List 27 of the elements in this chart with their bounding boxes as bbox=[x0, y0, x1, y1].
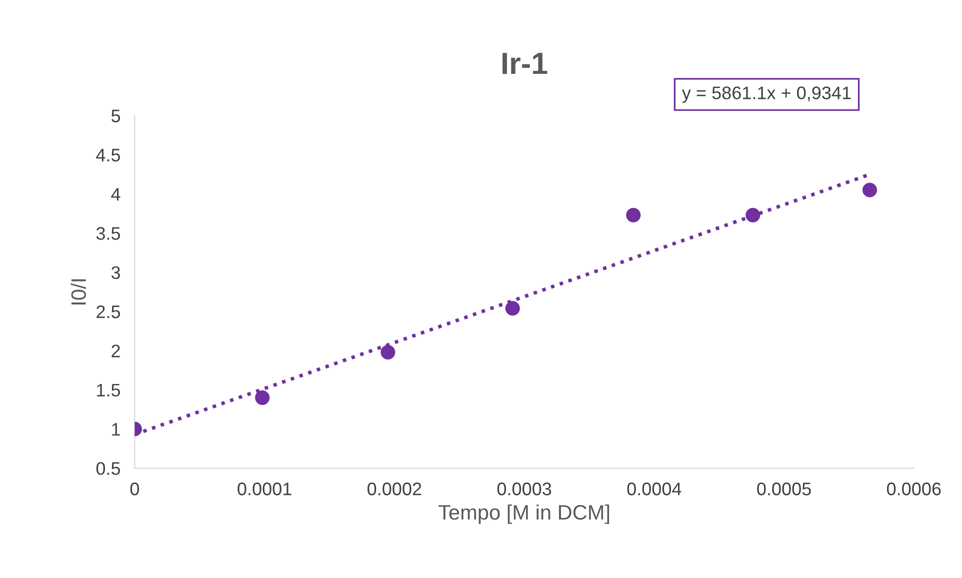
y-tick-label: 4.5 bbox=[96, 148, 120, 162]
y-tick-label: 0.5 bbox=[96, 462, 120, 475]
y-axis-title: I0/I bbox=[70, 279, 86, 304]
x-tick-label: 0.0005 bbox=[757, 482, 811, 496]
y-tick-label: 2.5 bbox=[96, 305, 120, 318]
y-tick-label: 4 bbox=[111, 188, 120, 200]
y-tick-label: 1 bbox=[112, 423, 120, 436]
point bbox=[862, 182, 878, 198]
x-tick-label: 0.0001 bbox=[238, 482, 292, 496]
x-tick-label: 0.0002 bbox=[368, 482, 422, 496]
point bbox=[380, 344, 396, 360]
y-tick-label: 5 bbox=[111, 110, 120, 122]
point bbox=[626, 208, 641, 222]
point bbox=[255, 390, 270, 405]
x-tick-label: 0 bbox=[130, 482, 139, 496]
chart-title: Ir-1 bbox=[502, 52, 548, 74]
y-tick-label: 2 bbox=[112, 344, 120, 358]
y-tick-label: 1.5 bbox=[97, 384, 120, 397]
x-axis-title: Tempo [M in DCM] bbox=[438, 504, 610, 524]
x-tick-label: 0.0006 bbox=[886, 482, 941, 496]
x-tick-label: 0.0003 bbox=[497, 482, 552, 496]
y-tick-label: 3.5 bbox=[96, 227, 120, 240]
point bbox=[505, 301, 520, 316]
point bbox=[746, 208, 760, 222]
x-tick-label: 0.0004 bbox=[627, 482, 682, 496]
text: y = 5861.1x + 0,9341 bbox=[682, 86, 851, 103]
y-tick-label: 3 bbox=[111, 266, 120, 280]
